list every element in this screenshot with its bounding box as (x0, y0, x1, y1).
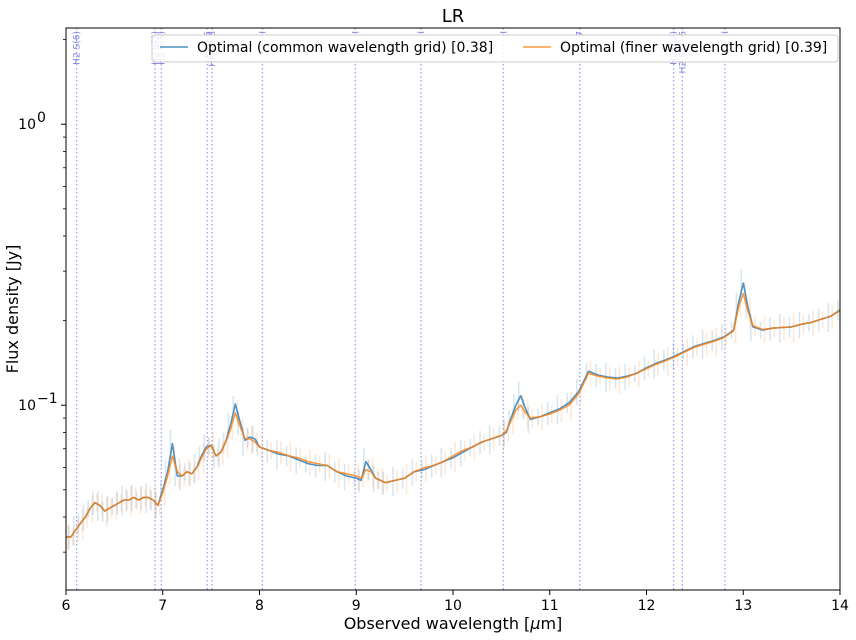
y-axis-label: Flux density [Jy] (3, 245, 22, 374)
x-tick-label-7: 7 (158, 598, 167, 614)
x-tick-label-12: 12 (638, 598, 656, 614)
y-tick-label-1: 10 (18, 117, 36, 133)
line-marker-label-9: 7 (576, 31, 586, 37)
x-tick-label-14: 14 (831, 598, 849, 614)
x-axis-ticks: 6 7 8 9 10 11 12 13 14 (62, 590, 849, 614)
line-marker-label-6: I (351, 31, 361, 34)
x-axis-label: Observed wavelength [μm] (344, 614, 563, 633)
legend: Optimal (common wavelength grid) [0.38] … (151, 34, 839, 63)
legend-label-finer: Optimal (finer wavelength grid) [0.39] (560, 40, 827, 56)
line-markers: H2 S(6)H2 S(5)H2 S(5)HI 6-5HI 6-5 8IIII7… (73, 28, 731, 590)
x-tick-label-11: 11 (541, 598, 559, 614)
line-marker-label-7: I (417, 31, 427, 34)
line-marker-label-12: I (721, 31, 731, 34)
x-tick-label-10: 10 (444, 598, 462, 614)
line-marker-label-0: H2 S(6) (73, 31, 83, 65)
y-tick-label-0: 10 (18, 398, 36, 414)
x-axis-label-mu: μ (529, 614, 540, 633)
x-tick-label-13: 13 (734, 598, 752, 614)
x-axis-label-unit: m] (540, 614, 562, 633)
x-tick-label-9: 9 (352, 598, 361, 614)
x-tick-label-6: 6 (62, 598, 71, 614)
line-marker-label-8: I (499, 31, 509, 34)
legend-label-common: Optimal (common wavelength grid) [0.38] (197, 40, 493, 56)
y-tick-exp-0: −1 (37, 391, 58, 407)
x-axis-label-text: Observed wavelength [ (344, 614, 531, 633)
series-lines (66, 282, 840, 538)
y-tick-exp-1: 0 (37, 110, 46, 126)
x-tick-label-8: 8 (255, 598, 264, 614)
legend-box (151, 34, 839, 63)
chart-title: LR (442, 6, 465, 27)
line-marker-label-5: I (258, 31, 268, 34)
series-line-1 (66, 292, 840, 538)
